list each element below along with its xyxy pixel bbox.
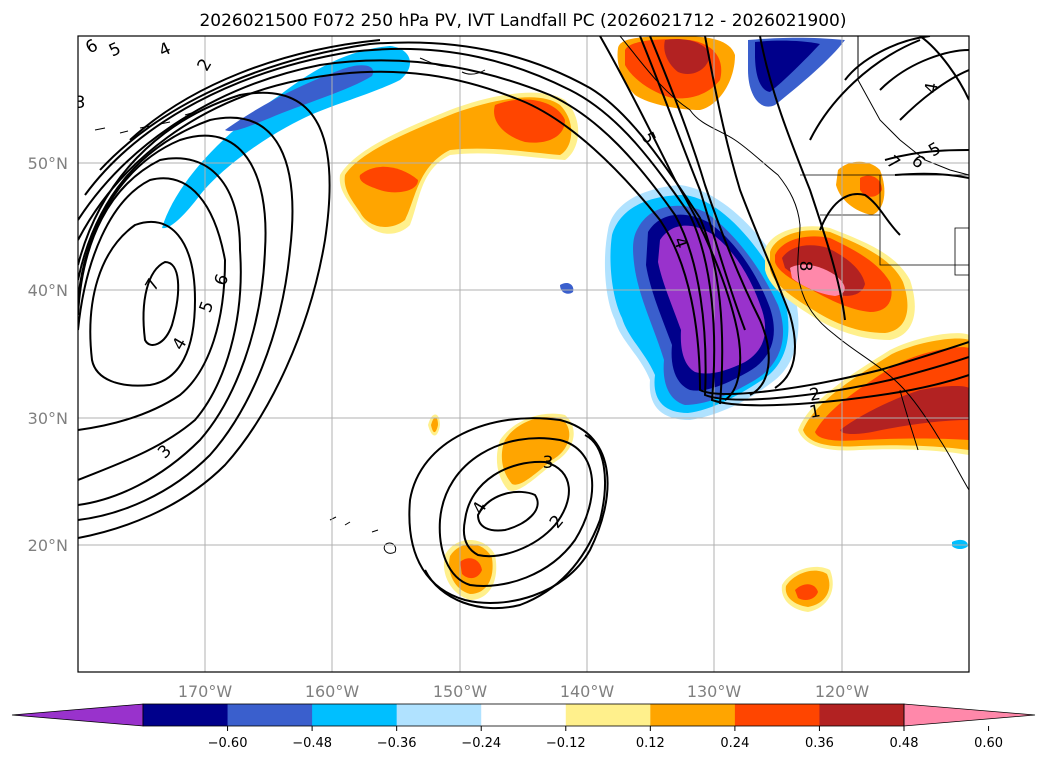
political-borders	[800, 174, 969, 276]
colorbar-tick-label: −0.24	[461, 736, 501, 751]
colorbar-extend-low	[11, 703, 144, 727]
colorbar-tick-label: 0.24	[720, 736, 749, 751]
colorbar-extend-high	[903, 703, 1036, 727]
figure-title: 2026021500 F072 250 hPa PV, IVT Landfall…	[199, 11, 846, 31]
lon-tick-label: 130°W	[687, 682, 742, 701]
lon-tick-label: 160°W	[305, 682, 360, 701]
lat-tick-label: 50°N	[28, 154, 68, 173]
lat-axis: 50°N 40°N 30°N 20°N	[28, 154, 68, 555]
lat-tick-label: 20°N	[28, 536, 68, 555]
colorbar-swatch	[734, 704, 820, 726]
colorbar-swatch	[565, 704, 651, 726]
colorbar-tick-label: 0.60	[974, 736, 1003, 751]
colorbar-swatch	[227, 704, 313, 726]
colorbar-tick-label: −0.60	[208, 736, 248, 751]
lon-axis: 170°W 160°W 150°W 140°W 130°W 120°W	[178, 682, 870, 701]
colorbar-tick-label: 0.36	[805, 736, 834, 751]
contour-label: 2	[808, 384, 822, 406]
colorbar: −0.60 −0.48 −0.36 −0.24 −0.12 0.12 0.24 0.36 0.4…	[11, 703, 1036, 751]
colorbar-tick-label: −0.48	[292, 736, 332, 751]
lon-tick-label: 150°W	[433, 682, 488, 701]
colorbar-frame	[142, 703, 905, 727]
colorbar-swatch	[143, 704, 229, 726]
lat-tick-label: 30°N	[28, 409, 68, 428]
graticule	[78, 36, 969, 672]
colorbar-swatch	[481, 704, 567, 726]
lat-tick-label: 40°N	[28, 281, 68, 300]
colorbar-swatch	[819, 704, 905, 726]
lon-tick-label: 140°W	[560, 682, 615, 701]
contour-label: 3	[543, 453, 554, 473]
coastlines	[94, 36, 969, 554]
contour-label: 4	[921, 81, 943, 95]
lon-tick-label: 120°W	[815, 682, 870, 701]
contour-label: 8	[795, 261, 815, 272]
colorbar-swatch	[312, 704, 398, 726]
colorbar-tick-label: −0.36	[377, 736, 417, 751]
colorbar-tick-label: 0.48	[890, 736, 919, 751]
colorbar-tick-label: 0.12	[636, 736, 665, 751]
lon-tick-label: 170°W	[178, 682, 233, 701]
pv-contours	[78, 36, 969, 610]
contour-label: 3	[75, 93, 86, 113]
map-frame	[77, 35, 970, 673]
colorbar-tick-label: −0.12	[546, 736, 586, 751]
contour-label: 1	[808, 401, 822, 423]
colorbar-swatch	[650, 704, 736, 726]
colorbar-swatch	[396, 704, 482, 726]
